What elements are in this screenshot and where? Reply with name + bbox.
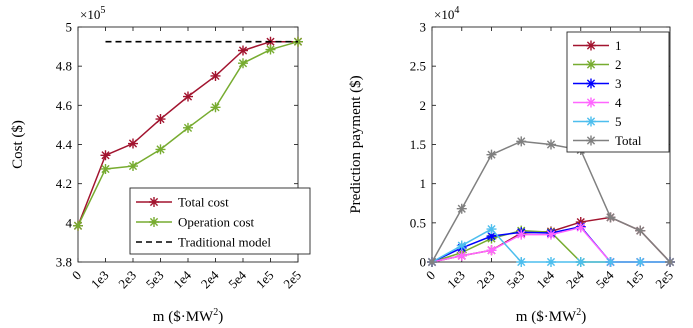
- data-point: [575, 222, 586, 233]
- x-tick-label: 2e4: [563, 267, 587, 291]
- legend-box: [129, 187, 311, 255]
- x-tick-label: 2e5: [280, 268, 304, 292]
- data-point: [265, 44, 276, 55]
- legend-label: Total: [615, 133, 642, 148]
- data-point: [183, 122, 193, 133]
- legend-label: 5: [615, 114, 622, 129]
- x-tick-label: 1e4: [533, 267, 557, 291]
- legend-label: 1: [615, 38, 622, 53]
- data-point: [73, 220, 83, 231]
- x-tick-label: 2e3: [115, 268, 139, 292]
- x-tick-label: 1e3: [444, 268, 468, 292]
- y-axis-label: Prediction payment ($): [348, 75, 364, 213]
- data-point: [605, 212, 616, 223]
- data-point: [210, 102, 221, 113]
- y-tick-label: 4.6: [56, 98, 73, 113]
- data-point: [128, 161, 138, 172]
- data-point: [635, 225, 646, 236]
- data-point: [100, 150, 111, 161]
- legend-label: Traditional model: [178, 235, 271, 250]
- y-tick-label: 2: [420, 98, 427, 113]
- data-point: [546, 257, 556, 267]
- data-point: [155, 114, 166, 125]
- data-point: [575, 257, 586, 267]
- y-tick-label: 0.5: [410, 215, 426, 230]
- legend-marker: [149, 197, 159, 207]
- x-tick-label: 1e4: [170, 267, 194, 291]
- data-point: [155, 144, 166, 155]
- y-tick-label: 4.8: [56, 59, 72, 74]
- x-tick-label: 0: [423, 268, 438, 283]
- data-point: [238, 58, 248, 69]
- data-point: [486, 231, 497, 242]
- data-point: [516, 136, 527, 147]
- legend-marker: [149, 217, 159, 227]
- y-tick-label: 2.5: [410, 59, 426, 74]
- y-tick-label: 0: [420, 255, 427, 270]
- data-point: [546, 229, 556, 240]
- x-tick-label: 5e3: [503, 268, 527, 292]
- legend: Total cost Operation cost Traditional mode…: [129, 187, 311, 255]
- data-point: [238, 45, 248, 56]
- data-point: [183, 91, 193, 102]
- data-point: [456, 203, 467, 214]
- legend-marker: [586, 40, 596, 51]
- x-tick-label: 0: [69, 268, 84, 283]
- x-tick-label: 2e4: [198, 267, 222, 291]
- y-tick-label: 1.5: [410, 137, 426, 152]
- data-point: [427, 257, 437, 267]
- x-tick-label: 1e3: [88, 268, 112, 292]
- data-point: [605, 257, 616, 267]
- y-tick-label: 4.4: [56, 137, 73, 152]
- y-axis-label: Cost ($): [10, 120, 26, 169]
- data-point: [546, 139, 556, 150]
- y-tick-label: 3.8: [56, 255, 72, 270]
- data-point: [456, 240, 467, 251]
- legend-box: [566, 31, 670, 153]
- y-tick-label: 5: [66, 20, 73, 35]
- y-tick-label: 4: [66, 215, 73, 230]
- x-tick-label: 5e3: [143, 268, 167, 292]
- y-tick-label: 4.2: [56, 176, 72, 191]
- x-tick-label: 2e3: [474, 268, 498, 292]
- data-point: [486, 224, 497, 235]
- legend-marker: [586, 59, 596, 70]
- legend-label: 4: [615, 95, 622, 110]
- legend-label: Total cost: [178, 195, 229, 210]
- legend-marker: [586, 135, 596, 146]
- data-point: [516, 229, 527, 240]
- x-tick-label: 1e5: [622, 268, 646, 292]
- x-tick-label: 5e4: [225, 267, 249, 291]
- series-operation-cost: [73, 36, 303, 231]
- y-exponent-label: ×105: [80, 5, 105, 22]
- data-point: [516, 257, 527, 267]
- x-axis-label: m ($·MW2): [153, 307, 223, 325]
- data-point: [210, 70, 221, 81]
- legend-marker: [586, 97, 596, 108]
- legend-marker: [586, 78, 596, 89]
- x-tick-label: 5e4: [593, 267, 617, 291]
- y-exponent-label: ×104: [434, 5, 459, 22]
- legend-label: 2: [615, 57, 622, 72]
- chart-panel-2: 0 0.5 1 1.5 2 2.5 3 0 1e3 2e3 5e3 1e4 2e4 5e4 1e5 2e5 ×1…: [348, 5, 676, 325]
- data-point: [635, 257, 646, 267]
- legend-marker: [586, 116, 596, 127]
- legend-label: Operation cost: [178, 215, 255, 230]
- data-point: [456, 250, 467, 261]
- data-point: [665, 257, 675, 267]
- data-point: [128, 138, 138, 149]
- data-point: [486, 245, 497, 256]
- data-point: [100, 163, 111, 174]
- chart-panel-1: 3.8 4 4.2 4.4 4.6 4.8 5 0 1e3 2e3 5e3 1e4 2e4 5e4 1e5 2…: [10, 5, 311, 325]
- legend-label: 3: [615, 76, 622, 91]
- y-tick-label: 1: [420, 176, 427, 191]
- y-tick-label: 3: [420, 20, 427, 35]
- x-tick-label: 2e5: [652, 268, 676, 292]
- legend: 1 2 3 4 5 Total: [566, 31, 670, 153]
- data-point: [486, 149, 497, 160]
- series-line: [431, 140, 671, 263]
- x-axis-label: m ($·MW2): [516, 307, 586, 325]
- x-tick-label: 1e5: [253, 268, 277, 292]
